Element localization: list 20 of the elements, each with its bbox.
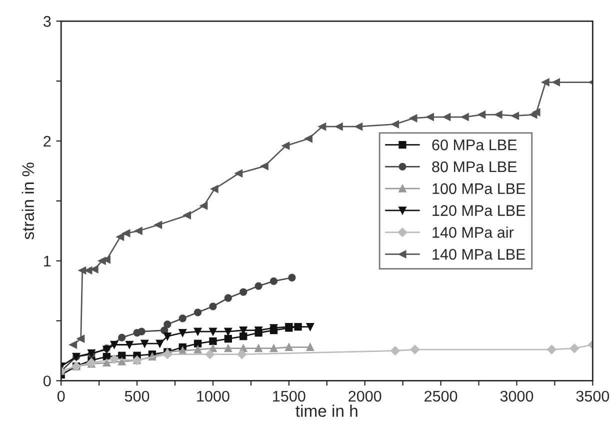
legend-label: 80 MPa LBE: [432, 161, 517, 172]
legend-label: 60 MPa LBE: [432, 140, 517, 150]
x-tick-label: 0: [57, 390, 65, 402]
legend-label: 140 MPa air: [432, 226, 514, 238]
x-tick-label: 1000: [197, 390, 230, 402]
x-tick-label: 3500: [576, 390, 610, 402]
x-axis-title: time in h: [296, 404, 358, 417]
x-tick-label: 500: [124, 390, 150, 402]
y-axis-title: strain in %: [22, 162, 34, 240]
legend-label: 120 MPa LBE: [432, 205, 526, 216]
y-tick-label: 1: [44, 256, 51, 266]
y-tick-label: 0: [43, 376, 51, 386]
x-tick-label: 1500: [273, 390, 306, 402]
x-tick-label: 3000: [500, 390, 534, 402]
y-tick-label: 3: [43, 16, 51, 27]
y-tick-label: 2: [44, 136, 51, 147]
legend-label: 100 MPa LBE: [432, 183, 526, 194]
legend-label: 140 MPa LBE: [432, 248, 526, 260]
x-tick-label: 2500: [424, 390, 458, 402]
x-tick-label: 2000: [348, 390, 382, 402]
